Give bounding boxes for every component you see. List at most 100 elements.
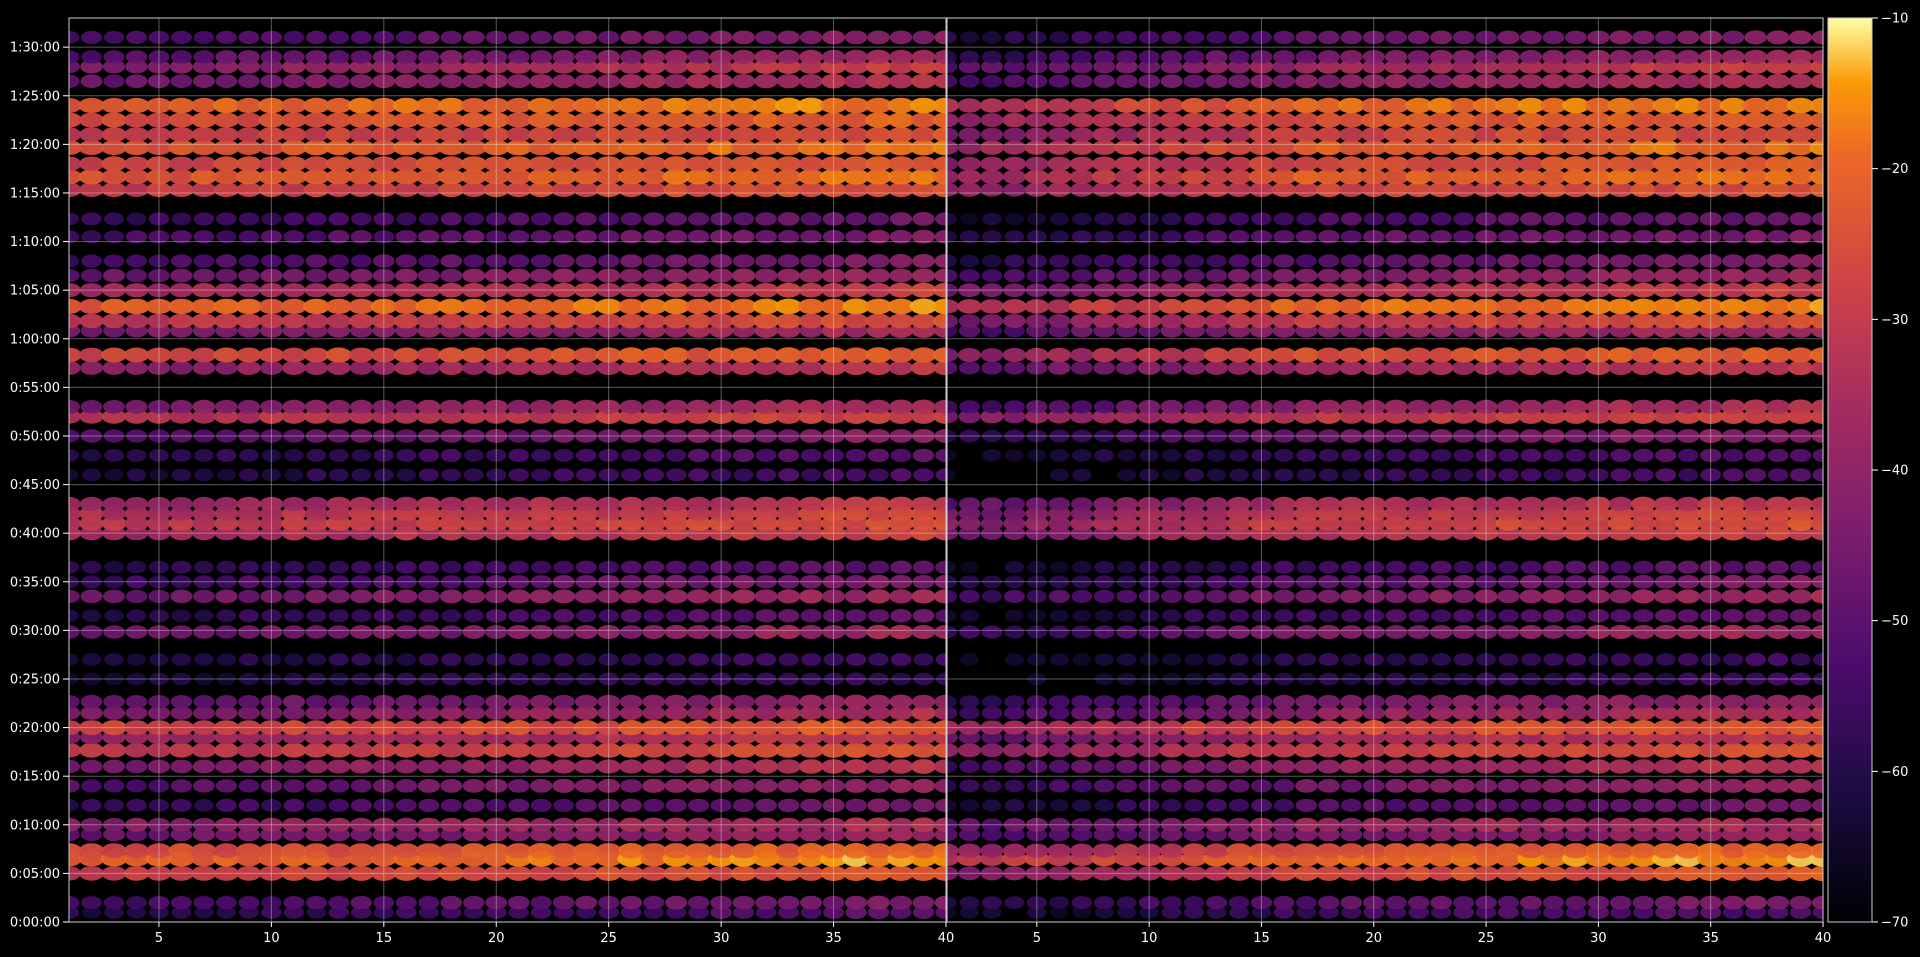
heatmap-cell xyxy=(237,50,260,64)
heatmap-cell xyxy=(1383,720,1409,735)
heatmap-cell xyxy=(350,230,372,244)
heatmap-cell xyxy=(1698,759,1723,774)
heatmap-cell xyxy=(1184,653,1204,666)
heatmap-cell xyxy=(1632,609,1654,623)
heatmap-cell xyxy=(485,609,507,623)
heatmap-cell xyxy=(665,254,688,268)
heatmap-cell xyxy=(1474,360,1499,376)
heatmap-cell xyxy=(1676,30,1700,45)
heatmap-cell xyxy=(1049,625,1070,639)
colorbar-ticks: −10−20−30−40−50−60−70 xyxy=(1872,12,1908,931)
heatmap-cell xyxy=(1766,778,1790,793)
heatmap-cell xyxy=(1766,74,1791,89)
heatmap-cell xyxy=(572,139,600,156)
heatmap-cell xyxy=(1362,74,1386,89)
heatmap-cell xyxy=(552,230,575,244)
heatmap-cell xyxy=(620,905,642,919)
heatmap-cell xyxy=(1587,560,1610,574)
heatmap-cell xyxy=(752,843,780,859)
heatmap-cell xyxy=(598,609,619,623)
heatmap-cell xyxy=(685,140,712,156)
heatmap-cell xyxy=(619,59,644,74)
heatmap-cell xyxy=(1385,694,1408,709)
heatmap-cell xyxy=(865,742,892,758)
heatmap-cell xyxy=(947,760,957,773)
heatmap-cell xyxy=(507,74,531,89)
heatmap-cell xyxy=(888,360,914,376)
heatmap-cell xyxy=(1093,759,1115,774)
heatmap-cell xyxy=(618,313,644,329)
heatmap-cell xyxy=(1226,742,1252,758)
heatmap-cell xyxy=(1787,720,1814,736)
heatmap-cell xyxy=(123,347,150,363)
heatmap-cell xyxy=(418,798,440,813)
heatmap-cell xyxy=(439,817,463,832)
panel-frame xyxy=(946,17,1824,923)
heatmap-cell xyxy=(1003,314,1026,328)
heatmap-cell xyxy=(889,817,913,832)
heatmap-cell xyxy=(1541,283,1566,298)
heatmap-cell xyxy=(485,30,507,45)
heatmap-cell xyxy=(912,575,935,589)
heatmap-cell xyxy=(1026,625,1047,639)
heatmap-cell xyxy=(306,672,327,686)
heatmap-cell xyxy=(1587,212,1609,226)
heatmap-cell xyxy=(1004,609,1024,622)
heatmap-cell xyxy=(69,283,81,298)
heatmap-cell xyxy=(79,283,104,298)
heatmap-cell xyxy=(171,449,192,462)
heatmap-cell xyxy=(79,313,104,329)
heatmap-cell xyxy=(821,817,846,832)
heatmap-cell xyxy=(1385,895,1407,910)
heatmap-cell xyxy=(552,589,576,604)
heatmap-cell xyxy=(101,140,127,156)
heatmap-cell xyxy=(1204,497,1229,511)
heatmap-cell xyxy=(1630,169,1657,185)
heatmap-cell xyxy=(1743,268,1768,283)
heatmap-cell xyxy=(168,127,194,142)
heatmap-cell xyxy=(1790,672,1811,686)
heatmap-cell xyxy=(1496,59,1521,74)
heatmap-cell xyxy=(1722,468,1744,482)
heatmap-cell xyxy=(933,73,946,89)
heatmap-cell xyxy=(1720,156,1747,172)
heatmap-cell xyxy=(1587,254,1610,268)
heatmap-cell xyxy=(1608,282,1634,298)
heatmap-cell xyxy=(1317,360,1341,375)
heatmap-cell xyxy=(1723,672,1744,686)
heatmap-cell xyxy=(1206,575,1227,589)
heatmap-cell xyxy=(1228,798,1250,812)
x-tick-label: 40 xyxy=(938,931,955,946)
heatmap-cell xyxy=(1810,313,1823,329)
heatmap-cell xyxy=(1473,843,1500,859)
heatmap-cell xyxy=(820,298,847,315)
heatmap-cell xyxy=(303,112,330,128)
heatmap-cell xyxy=(597,429,620,443)
heatmap-cell xyxy=(958,818,981,832)
heatmap-cell xyxy=(463,254,485,268)
heatmap-cell xyxy=(1004,799,1025,812)
heatmap-cell xyxy=(621,448,642,462)
heatmap-cell xyxy=(1071,589,1093,604)
heatmap-cell xyxy=(552,30,575,45)
heatmap-cell xyxy=(1182,156,1207,172)
heatmap-cell xyxy=(507,429,530,443)
heatmap-cell xyxy=(1383,140,1410,156)
heatmap-cell xyxy=(192,496,216,512)
heatmap-cell xyxy=(349,817,373,832)
heatmap-cell xyxy=(867,779,890,793)
heatmap-cell xyxy=(1722,560,1744,574)
heatmap-cell xyxy=(1427,298,1455,315)
heatmap-cell xyxy=(947,625,958,639)
heatmap-cell xyxy=(437,97,465,114)
heatmap-cell xyxy=(350,74,373,89)
heatmap-cell xyxy=(1632,560,1654,574)
heatmap-cell xyxy=(619,496,644,512)
heatmap-cell xyxy=(687,694,710,709)
heatmap-cell xyxy=(865,347,892,363)
heatmap-cell xyxy=(1139,230,1160,244)
heatmap-cell xyxy=(1250,254,1273,268)
heatmap-cell xyxy=(236,743,261,758)
heatmap-cell xyxy=(1586,705,1610,721)
heatmap-cell xyxy=(261,254,282,268)
